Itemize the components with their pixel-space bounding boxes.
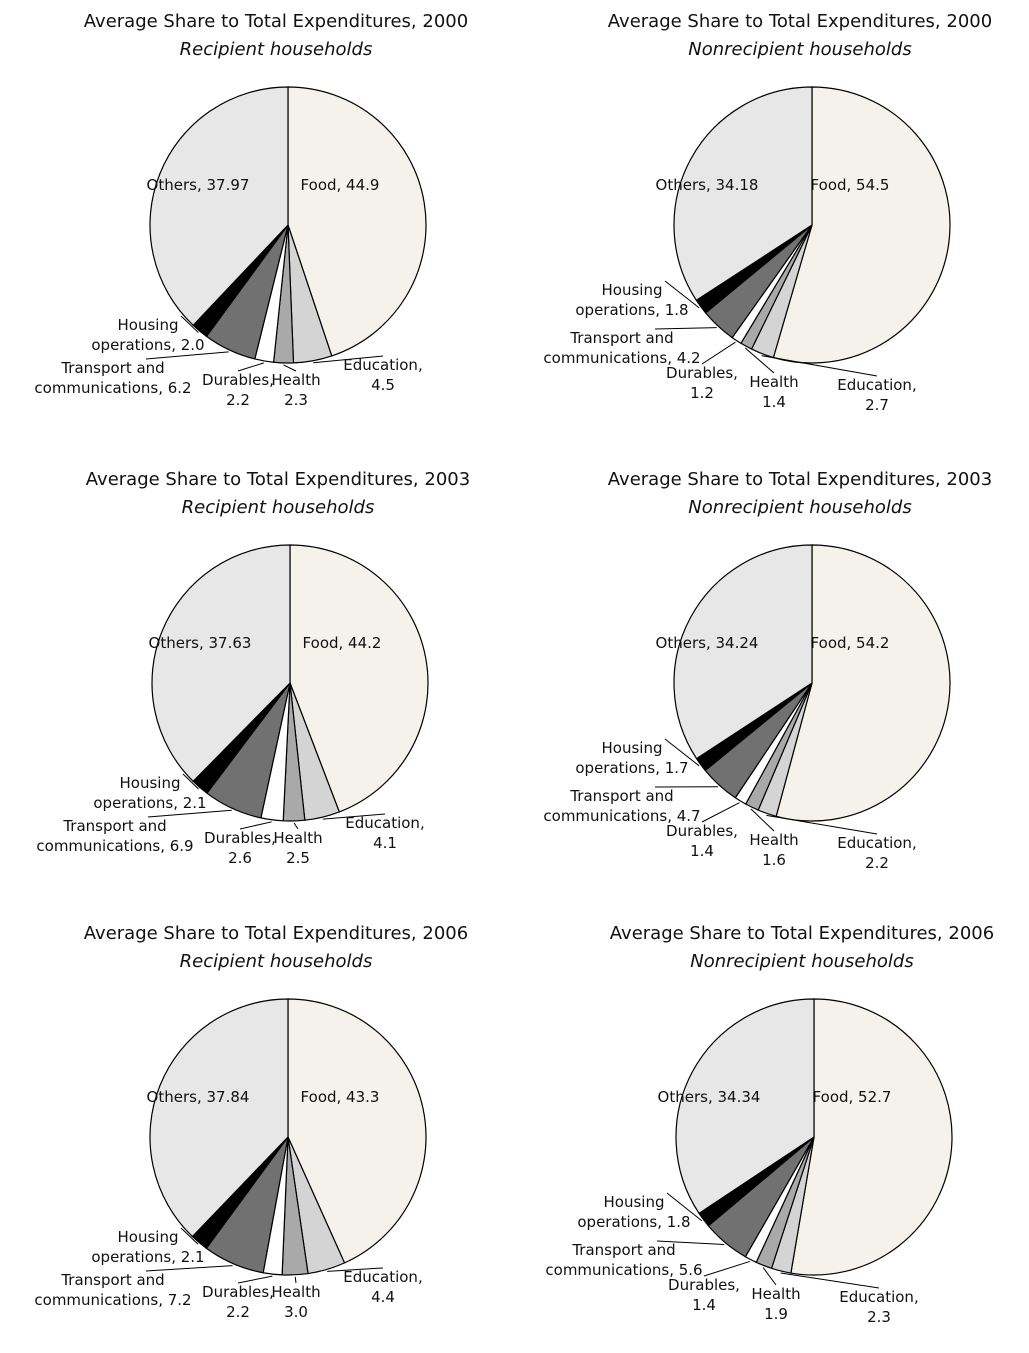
leader-line	[701, 802, 740, 823]
leader-line	[654, 327, 717, 330]
slice-label: Food, 52.7	[813, 1088, 892, 1106]
pie-slice	[287, 86, 427, 357]
slice-label: Durables, 2.2	[202, 371, 274, 409]
leader-line	[322, 813, 386, 820]
pie-slice	[151, 544, 291, 783]
pie-slice	[149, 86, 289, 327]
slice-label: Food, 54.2	[811, 634, 890, 652]
slice-label: Durables, 1.2	[666, 364, 738, 402]
slice-label: Food, 54.5	[811, 176, 890, 194]
slice-label: Durables, 2.2	[202, 1283, 274, 1321]
pie-slice	[149, 998, 289, 1238]
chart-subtitle: Nonrecipient households	[688, 39, 911, 60]
slice-label: Transport and communications, 5.6	[545, 1241, 702, 1279]
leader-line	[237, 1275, 273, 1284]
slice-label: Education, 4.5	[343, 356, 422, 394]
leader-line	[180, 1227, 199, 1245]
slice-label: Health 3.0	[271, 1283, 320, 1321]
leader-line	[239, 821, 272, 830]
slice-label: Others, 37.84	[147, 1088, 250, 1106]
slice-label: Durables, 1.4	[668, 1276, 740, 1314]
slice-label: Education, 2.7	[837, 376, 916, 414]
slice-label: Health 2.5	[273, 829, 322, 867]
leader-line	[182, 773, 199, 790]
leader-line	[145, 1265, 233, 1272]
leader-line	[327, 1267, 384, 1272]
leader-line	[666, 1192, 703, 1222]
chart-subtitle: Recipient households	[182, 497, 375, 518]
leader-line	[237, 362, 264, 372]
leader-line	[145, 351, 229, 360]
leader-line	[664, 738, 700, 767]
pie-slice	[289, 544, 429, 813]
leader-line	[313, 355, 384, 364]
leader-line	[180, 315, 199, 333]
chart-title: Average Share to Total Expenditures, 200…	[608, 11, 992, 32]
slice-label: Food, 44.9	[301, 176, 380, 194]
slice-label: Housing operations, 2.1	[91, 1228, 204, 1266]
slice-label: Housing operations, 1.8	[577, 1193, 690, 1231]
chart-subtitle: Nonrecipient households	[688, 497, 911, 518]
chart-title: Average Share to Total Expenditures, 200…	[84, 11, 468, 32]
slice-label: Transport and communications, 7.2	[34, 1271, 191, 1309]
pie-slice	[675, 998, 815, 1215]
pie-slice	[790, 998, 953, 1276]
chart-title: Average Share to Total Expenditures, 200…	[610, 923, 994, 944]
chart-subtitle: Nonrecipient households	[690, 951, 913, 972]
leader-line	[664, 280, 700, 309]
slice-label: Transport and communications, 4.7	[543, 787, 700, 825]
slice-label: Health 2.3	[271, 371, 320, 409]
slice-label: Education, 4.1	[345, 814, 424, 852]
leader-line	[761, 355, 878, 377]
slice-label: Durables, 2.6	[204, 829, 276, 867]
slice-label: Others, 37.97	[147, 176, 250, 194]
leader-line	[780, 1272, 880, 1289]
leader-line	[703, 1260, 750, 1277]
slice-label: Housing operations, 1.8	[575, 281, 688, 319]
slice-label: Food, 44.2	[303, 634, 382, 652]
chart-subtitle: Recipient households	[180, 39, 373, 60]
slice-label: Education, 2.2	[837, 834, 916, 872]
pie-slice	[772, 86, 951, 364]
leader-line	[750, 808, 775, 832]
slice-label: Health 1.4	[749, 373, 798, 411]
slice-label: Food, 43.3	[301, 1088, 380, 1106]
slice-label: Housing operations, 2.1	[93, 774, 206, 812]
leader-line	[656, 1240, 725, 1245]
slice-label: Education, 2.3	[839, 1288, 918, 1326]
slice-label: Others, 34.34	[658, 1088, 761, 1106]
slice-label: Health 1.9	[751, 1285, 800, 1323]
slice-label: Transport and communications, 4.2	[543, 329, 700, 367]
slice-label: Health 1.6	[749, 831, 798, 869]
slice-label: Housing operations, 1.7	[575, 739, 688, 777]
leader-line	[293, 822, 299, 830]
chart-title: Average Share to Total Expenditures, 200…	[84, 923, 468, 944]
pie-slice	[287, 998, 427, 1264]
slice-label: Transport and communications, 6.9	[36, 817, 193, 855]
slice-label: Others, 34.24	[656, 634, 759, 652]
leader-line	[283, 364, 297, 372]
leader-line	[766, 814, 878, 835]
slice-label: Education, 4.4	[343, 1268, 422, 1306]
leader-line	[762, 1267, 777, 1286]
slice-label: Transport and communications, 6.2	[34, 359, 191, 397]
pie-slice	[673, 86, 813, 302]
leader-line	[744, 347, 775, 374]
slice-label: Durables, 1.4	[666, 822, 738, 860]
pie-slice	[673, 544, 813, 760]
chart-title: Average Share to Total Expenditures, 200…	[86, 469, 470, 490]
leader-line	[294, 1276, 297, 1284]
slice-label: Housing operations, 2.0	[91, 316, 204, 354]
chart-subtitle: Recipient households	[180, 951, 373, 972]
leader-line	[147, 809, 232, 818]
slice-label: Others, 34.18	[656, 176, 759, 194]
leader-line	[701, 341, 736, 365]
slice-label: Others, 37.63	[149, 634, 252, 652]
chart-title: Average Share to Total Expenditures, 200…	[608, 469, 992, 490]
pie-slice	[775, 544, 951, 822]
